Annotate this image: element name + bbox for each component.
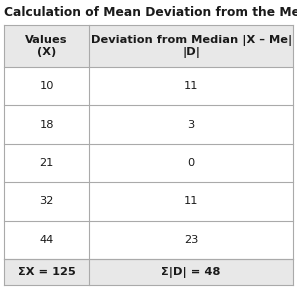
Text: Calculation of Mean Deviation from the Median: Calculation of Mean Deviation from the M… [4, 6, 297, 20]
Text: 11: 11 [184, 81, 198, 91]
Text: 23: 23 [184, 235, 198, 245]
Text: 18: 18 [40, 120, 54, 130]
Text: 3: 3 [187, 120, 195, 130]
Text: Σ|D| = 48: Σ|D| = 48 [162, 267, 221, 277]
Text: 10: 10 [40, 81, 54, 91]
Text: 44: 44 [40, 235, 54, 245]
Text: 0: 0 [187, 158, 195, 168]
Text: Values: Values [25, 35, 68, 45]
Text: Deviation from Median |X – Me|: Deviation from Median |X – Me| [91, 35, 292, 45]
Bar [4, 259, 293, 285]
Text: ΣX = 125: ΣX = 125 [18, 267, 75, 277]
Text: 21: 21 [40, 158, 54, 168]
Text: (X): (X) [37, 47, 56, 57]
Text: 32: 32 [40, 196, 54, 206]
Text: 11: 11 [184, 196, 198, 206]
Bar [4, 25, 293, 67]
Text: |D|: |D| [182, 47, 200, 57]
